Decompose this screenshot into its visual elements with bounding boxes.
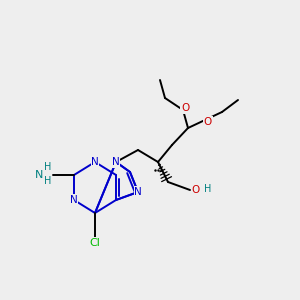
- Text: N: N: [70, 195, 78, 205]
- Text: H: H: [44, 162, 52, 172]
- Text: N: N: [134, 187, 142, 197]
- Text: H: H: [204, 184, 212, 194]
- Text: H: H: [44, 176, 52, 186]
- Text: Cl: Cl: [90, 238, 101, 248]
- Text: O: O: [192, 185, 200, 195]
- Text: N: N: [35, 170, 43, 180]
- Text: O: O: [204, 117, 212, 127]
- Text: O: O: [181, 103, 189, 113]
- Text: N: N: [91, 157, 99, 167]
- Text: N: N: [112, 157, 120, 167]
